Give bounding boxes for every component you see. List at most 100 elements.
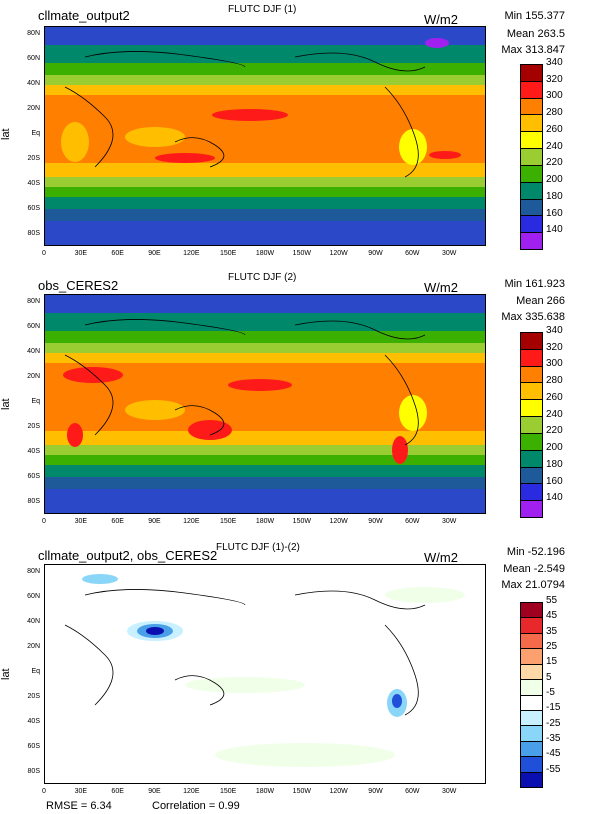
colorbar-swatch <box>521 433 542 451</box>
lat-tick-label: 80N <box>27 568 40 575</box>
lat-tick-label: 20S <box>27 423 40 430</box>
lon-tick-label: 150W <box>292 788 311 795</box>
panel-1-map-field <box>45 27 485 245</box>
lon-tick-label: 180W <box>255 518 275 525</box>
lon-tick-label: 90E <box>148 250 161 257</box>
colorbar-swatch <box>521 81 542 99</box>
panel-1-title-left: cllmate_output2 <box>38 8 130 23</box>
colorbar-swatch <box>521 501 542 517</box>
lon-tick-label: 120E <box>183 250 200 257</box>
lon-tick-label: 150E <box>219 788 237 795</box>
colorbar-swatch <box>521 216 542 234</box>
colorbar-label: 200 <box>546 442 563 454</box>
colorbar-label: 140 <box>546 224 563 236</box>
colorbar-label: 180 <box>546 190 563 202</box>
lon-tick-label: 90W <box>368 518 383 525</box>
colorbar-label: 55 <box>546 595 558 606</box>
panel-3-map <box>44 564 486 784</box>
colorbar-label: 340 <box>546 325 563 336</box>
colorbar-swatch <box>521 757 542 773</box>
panel-2-ylabel: lat <box>0 398 12 410</box>
panel-1-colorbar-swatches <box>521 65 542 249</box>
lat-tick-label: 60N <box>27 323 40 330</box>
lat-tick-label: 20N <box>27 105 40 112</box>
colorbar-swatch <box>521 633 542 650</box>
colorbar-swatch <box>521 400 542 418</box>
panel-2-colorbar <box>520 332 543 518</box>
colorbar-swatch <box>521 772 542 788</box>
panel-2-units: W/m2 <box>424 280 458 295</box>
lat-tick-label: 40S <box>27 718 40 725</box>
lon-tick-label: 60W <box>405 250 420 257</box>
lon-tick-label: 60E <box>111 518 124 525</box>
lat-tick-label: 80S <box>27 230 40 237</box>
panel-1-ylabel: lat <box>0 128 12 140</box>
colorbar-swatch <box>521 165 542 183</box>
panel-1-map <box>44 26 486 246</box>
colorbar-swatch <box>521 417 542 434</box>
panel-3-units: W/m2 <box>424 550 458 565</box>
colorbar-label: 260 <box>546 123 563 135</box>
lon-tick-label: 0 <box>42 788 46 795</box>
lon-tick-label: 30W <box>441 250 457 257</box>
panel-1-colorbar <box>520 64 543 250</box>
lon-tick-label: 180W <box>255 788 275 795</box>
lat-tick-label: 20N <box>27 373 40 380</box>
lon-tick-label: 120E <box>183 788 200 795</box>
colorbar-swatch <box>521 366 542 384</box>
colorbar-label: 5 <box>546 671 552 683</box>
lat-tick-label: Eq <box>31 398 40 405</box>
panel-1-stat-max: Max 313.847 <box>501 44 565 56</box>
lat-tick-label: 40N <box>27 348 40 355</box>
panel-2-colorbar-labels: 340 320 300 280 260 240 220 200 180 160 140 <box>546 325 586 520</box>
lat-tick-label: 80S <box>27 768 40 775</box>
lat-tick-label: 20N <box>27 643 40 650</box>
panel-1-colorbar-labels: 340 320 300 280 260 240 220 200 180 160 140 <box>546 57 586 252</box>
colorbar-label: -5 <box>546 687 555 698</box>
colorbar-swatch <box>521 649 542 665</box>
lat-tick-label: 40N <box>27 80 40 87</box>
colorbar-swatch <box>521 695 542 711</box>
colorbar-label: 45 <box>546 610 558 622</box>
colorbar-swatch <box>521 484 542 502</box>
lon-tick-label: 180W <box>255 250 275 257</box>
panel-2-title-left: obs_CERES2 <box>38 278 119 293</box>
colorbar-label: 300 <box>546 358 563 370</box>
colorbar-label: 220 <box>546 425 563 437</box>
panel-2-title-center: FLUTC DJF (2) <box>228 272 297 283</box>
colorbar-label: 280 <box>546 107 563 119</box>
colorbar-swatch <box>521 149 542 166</box>
panel-1-units: W/m2 <box>424 12 458 27</box>
lon-tick-label: 60W <box>405 788 420 795</box>
lon-tick-label: 60W <box>405 518 420 525</box>
panel-2-map <box>44 294 486 514</box>
colorbar-label: 160 <box>546 207 563 219</box>
lon-tick-label: 0 <box>42 250 46 257</box>
colorbar-label: -35 <box>546 733 561 744</box>
colorbar-swatch <box>521 383 542 401</box>
colorbar-swatch <box>521 741 542 758</box>
lon-tick-label: 90E <box>148 518 161 525</box>
colorbar-swatch <box>521 618 542 634</box>
colorbar-label: 200 <box>546 174 563 186</box>
colorbar-swatch <box>521 467 542 485</box>
panel-2-stat-mean: Mean 266 <box>516 295 565 307</box>
panel-3-colorbar <box>520 602 543 788</box>
lon-tick-label: 150W <box>292 518 311 525</box>
panel-2-map-field <box>45 295 485 513</box>
panel-3-ylabel: lat <box>0 668 12 680</box>
colorbar-swatch <box>521 199 542 217</box>
lon-tick-label: 90W <box>368 788 383 795</box>
lon-tick-label: 90W <box>368 250 383 257</box>
lon-tick-label: 60E <box>111 788 124 795</box>
lon-tick-label: 150E <box>219 250 237 257</box>
colorbar-label: 180 <box>546 458 563 470</box>
lon-tick-label: 30E <box>74 788 88 795</box>
colorbar-label: -55 <box>546 763 561 775</box>
panel-3-colorbar-labels: 55 45 35 25 15 5 -5 -15 -25 -35 -45 -55 <box>546 595 586 790</box>
colorbar-swatch <box>521 132 542 150</box>
colorbar-label: 300 <box>546 90 563 102</box>
lon-tick-label: 30W <box>441 788 457 795</box>
lon-tick-label: 90E <box>148 788 161 795</box>
lat-tick-label: 40S <box>27 448 40 455</box>
